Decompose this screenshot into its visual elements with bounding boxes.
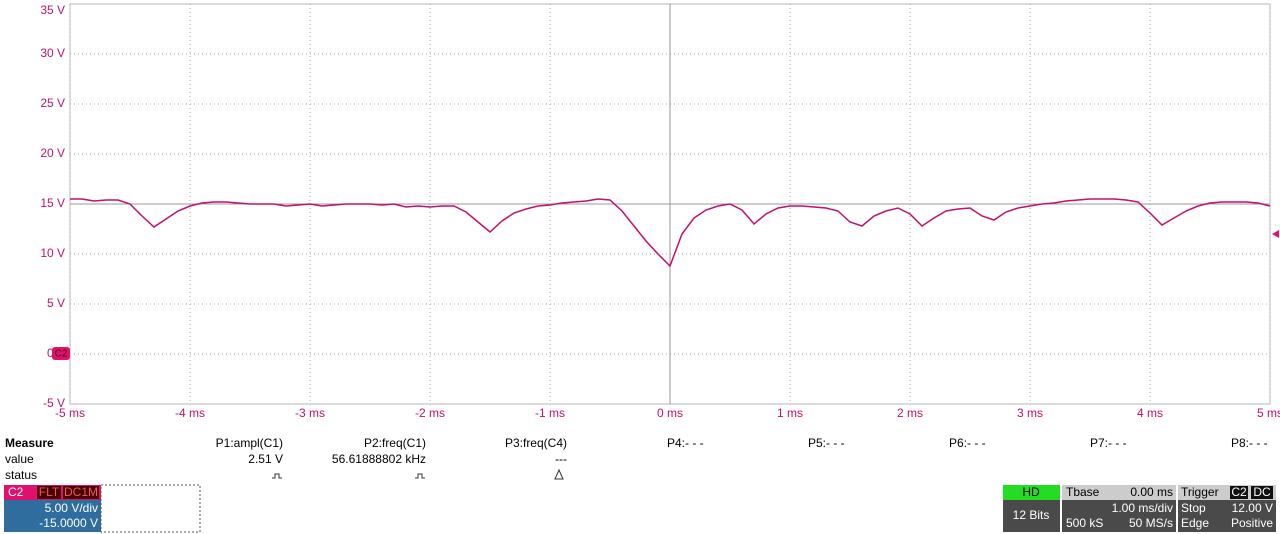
y-tick-label: 30 V [40, 46, 65, 60]
x-tick-label: -1 ms [535, 406, 565, 420]
acq-mode: HD [1022, 485, 1040, 499]
x-tick-label: -3 ms [295, 406, 325, 420]
trigger-state: Stop [1181, 501, 1206, 515]
trigger-level-marker [1272, 230, 1279, 238]
x-tick-label: 1 ms [777, 406, 803, 420]
x-tick-label: -2 ms [415, 406, 445, 420]
x-tick-label: -4 ms [175, 406, 205, 420]
measure-value: 56.61888802 kHz [332, 452, 426, 466]
tbase-points: 500 kS [1066, 516, 1103, 530]
x-tick-label: 4 ms [1137, 406, 1163, 420]
measure-header: P2:freq(C1) [364, 436, 426, 450]
measure-header: P4:- - - [667, 436, 704, 450]
x-tick-label: 3 ms [1017, 406, 1043, 420]
trigger-coupling: DC [1253, 485, 1271, 499]
measure-header: P3:freq(C4) [505, 436, 567, 450]
warning-icon [554, 468, 564, 480]
trigger-type: Edge [1181, 516, 1209, 530]
badge [63, 486, 99, 499]
row-label: status [5, 468, 37, 482]
row-label: value [5, 452, 34, 466]
status-icon [272, 473, 282, 479]
x-tick-label: 5 ms [1257, 406, 1280, 420]
measure-title: Measure [5, 436, 54, 450]
ground-marker [52, 347, 70, 360]
channel-name: C2 [8, 485, 24, 499]
tbase-rate: 50 MS/s [1129, 516, 1173, 530]
channel-offset: -15.0000 V [39, 516, 98, 530]
badge [1230, 486, 1248, 499]
tbase-header [1062, 485, 1176, 500]
empty-slot [100, 484, 201, 533]
tbase-scale: 1.00 ms/div [1112, 501, 1173, 515]
trace [70, 198, 1271, 268]
trigger-source: C2 [1231, 485, 1247, 499]
status-icons [272, 468, 564, 480]
measure-header: P7:- - - [1090, 436, 1127, 450]
y-tick-label: 20 V [40, 146, 65, 160]
channel-body [4, 500, 101, 532]
hd-body [1003, 500, 1060, 532]
tbase-body [1062, 500, 1176, 532]
tbase-delay: 0.00 ms [1130, 485, 1173, 499]
trigger-level: 12.00 V [1232, 501, 1273, 515]
y-tick-label: 35 V [40, 3, 65, 17]
y-tick-label: 25 V [40, 96, 65, 110]
channel-scale: 5.00 V/div [45, 501, 98, 515]
channel-filter: FLT [39, 485, 60, 499]
measure-value: --- [555, 452, 567, 466]
measure-header: P5:- - - [808, 436, 845, 450]
measure-header: P6:- - - [949, 436, 986, 450]
y-tick-label: 15 V [40, 196, 65, 210]
status-icon [415, 473, 425, 479]
measure-header: P8:- - - [1231, 436, 1268, 450]
trigger-title: Trigger [1181, 485, 1219, 499]
x-tick-label: -5 ms [55, 406, 85, 420]
channel-coupling: DC1M [64, 485, 98, 499]
tbase-title: Tbase [1066, 485, 1100, 499]
y-tick-label: 10 V [40, 246, 65, 260]
y-tick-label: 5 V [47, 296, 65, 310]
ground-marker-label: C2 [55, 349, 68, 360]
y-tick-label: -5 V [43, 396, 65, 410]
x-tick-label: 2 ms [897, 406, 923, 420]
acq-bits: 12 Bits [1013, 508, 1050, 522]
x-tick-label: 0 ms [657, 406, 683, 420]
measure-value: 2.51 V [248, 452, 283, 466]
badge [1251, 486, 1273, 499]
measure-header: P1:ampl(C1) [216, 436, 283, 450]
trigger-body [1178, 500, 1276, 532]
trigger-slope: Positive [1231, 516, 1273, 530]
hd-header [1003, 485, 1060, 500]
badge [37, 486, 61, 499]
